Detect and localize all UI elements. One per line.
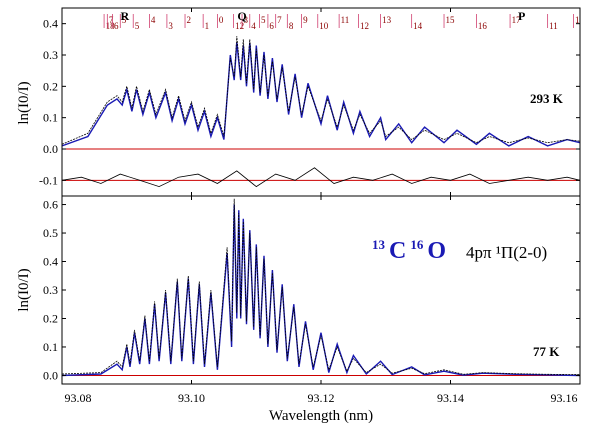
series-model-top xyxy=(61,42,581,147)
j-marker-label: 2 xyxy=(187,15,192,25)
species-mass-c: 13 xyxy=(372,237,386,252)
j-marker-label: 4 xyxy=(251,21,256,31)
j-marker-label: 13 xyxy=(382,15,392,25)
branch-label: P xyxy=(518,9,525,23)
x-tick-label: 93.12 xyxy=(308,391,335,405)
j-marker-label: 1 xyxy=(205,21,210,31)
y-tick-label: 0.3 xyxy=(43,283,58,297)
species-label: 13 C 16 O xyxy=(372,236,446,264)
j-marker-label: 6 xyxy=(114,21,119,31)
j-marker-label: 11 xyxy=(341,15,350,25)
j-marker-label: 0 xyxy=(219,15,224,25)
j-marker-label: 6 xyxy=(269,21,274,31)
j-marker-label: 18 xyxy=(106,21,116,31)
branch-label: Q xyxy=(237,9,246,23)
species-c: C xyxy=(389,238,406,264)
j-marker-label: 1 xyxy=(575,15,580,25)
y-tick-label: 0.6 xyxy=(43,198,58,212)
x-tick-label: 93.14 xyxy=(437,391,464,405)
top-y-axis-title: ln(I0/I) xyxy=(16,81,32,124)
bottom-panel: 0.0 0.1 0.2 0.3 0.4 0.5 0.6 93.08 93.10 93.12 93.… xyxy=(43,195,581,405)
bottom-plot-frame xyxy=(61,195,581,385)
transition-label: 4pπ ¹Π(2-0) xyxy=(466,243,547,262)
j-marker-label: 3 xyxy=(244,15,249,25)
series-measured-top xyxy=(61,36,581,145)
j-marker-label: 5 xyxy=(261,15,266,25)
x-tick-label: 93.08 xyxy=(65,391,92,405)
y-tick-label: 0.2 xyxy=(43,311,58,325)
species-mass-o: 16 xyxy=(410,237,424,252)
y-tick-label: -0.1 xyxy=(39,173,58,187)
j-marker-label: 4 xyxy=(151,15,156,25)
bottom-y-axis-title: ln(I0/I) xyxy=(16,268,32,311)
y-tick-label: 0.4 xyxy=(43,255,58,269)
y-tick-label: 0.1 xyxy=(43,340,58,354)
j-marker-label: 11 xyxy=(549,21,558,31)
j-marker-label: 10 xyxy=(319,21,329,31)
x-tick-label: 93.10 xyxy=(178,391,205,405)
y-tick-label: 0.5 xyxy=(43,226,58,240)
y-tick-label: 0.2 xyxy=(43,79,58,93)
top-temperature-label: 293 K xyxy=(530,91,564,106)
j-marker-label: 12 xyxy=(235,21,244,31)
x-tick-label: 93.16 xyxy=(551,391,578,405)
j-marker-label: 17 xyxy=(512,15,522,25)
y-tick-label: 0.0 xyxy=(43,368,58,382)
j-marker-label: 9 xyxy=(303,15,308,25)
y-tick-label: 0.3 xyxy=(43,48,58,62)
j-marker-label: 5 xyxy=(122,15,127,25)
branch-label: R xyxy=(120,9,129,23)
bottom-temperature-label: 77 K xyxy=(533,344,560,359)
j-marker-label: 7 xyxy=(109,15,114,25)
j-marker-label: 16 xyxy=(478,21,488,31)
x-axis-title: Wavelength (nm) xyxy=(269,408,373,424)
j-marker-label: 7 xyxy=(277,15,282,25)
series-model-bot xyxy=(61,204,581,377)
j-marker-label: 3 xyxy=(168,21,173,31)
series-measured-bot xyxy=(61,198,581,375)
j-marker-label: 12 xyxy=(360,21,369,31)
j-marker-label: 5 xyxy=(135,21,140,31)
top-panel: -0.10.00.10.20.30.4 18765543210123456789… xyxy=(39,7,581,197)
y-tick-label: 0.1 xyxy=(43,111,58,125)
j-marker-label: 14 xyxy=(413,21,423,31)
j-marker-label: 8 xyxy=(289,21,294,31)
y-tick-label: 0.0 xyxy=(43,142,58,156)
series-residual-top xyxy=(61,167,581,188)
y-tick-label: 0.4 xyxy=(43,17,58,31)
j-marker-label: 15 xyxy=(446,15,456,25)
species-o: O xyxy=(427,238,446,264)
